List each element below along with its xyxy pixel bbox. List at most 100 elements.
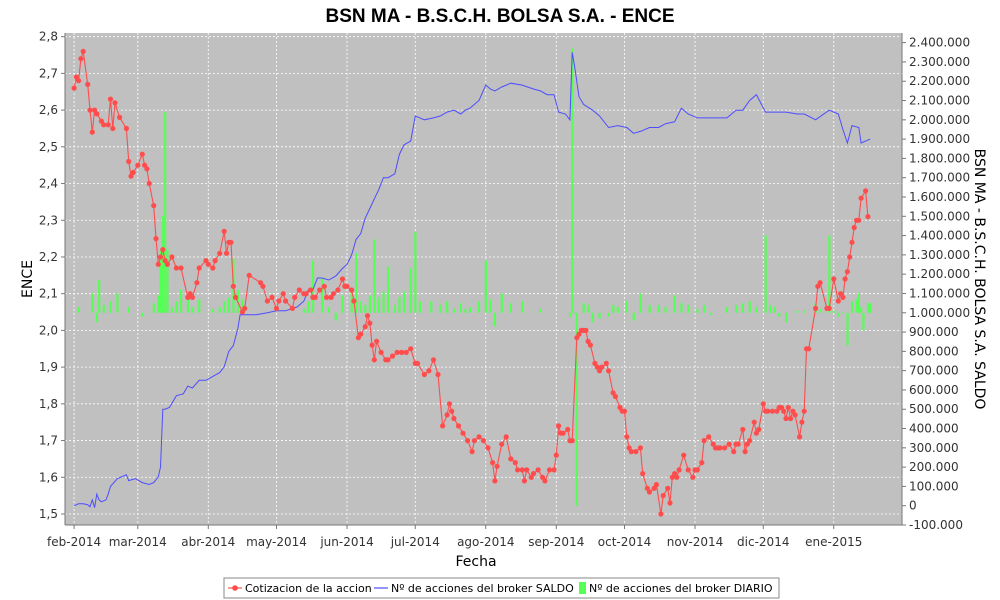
price-point <box>101 122 107 128</box>
y2-tick-label: 1.400.000 <box>909 229 970 243</box>
y2-tick-label: 2.100.000 <box>909 94 970 108</box>
diario-bar <box>386 266 390 313</box>
price-point <box>717 445 723 451</box>
price-point <box>840 294 846 300</box>
diario-bar <box>521 301 524 313</box>
diario-bar <box>568 312 572 317</box>
price-point <box>242 305 248 311</box>
price-point <box>726 441 732 447</box>
price-point <box>553 452 559 458</box>
price-point <box>123 125 129 132</box>
y2-tick-label: 1.800.000 <box>909 151 970 165</box>
price-point <box>694 467 700 473</box>
diario-bar <box>639 293 642 313</box>
x-tick-label: jul-2014 <box>390 535 440 549</box>
tick-labels: feb-2014 mar-2014 abr-2014 may-2014 jun-2014… <box>39 30 970 549</box>
price-point <box>264 298 270 304</box>
x-tick-label: may-2014 <box>246 535 307 549</box>
price-point <box>788 415 794 422</box>
diario-bar <box>223 301 226 313</box>
diario-bar <box>773 306 776 313</box>
price-point <box>330 291 336 297</box>
price-point <box>221 228 227 234</box>
y-tick-label: 2,2 <box>39 250 58 264</box>
axes <box>61 33 906 529</box>
price-point <box>665 485 671 491</box>
y2-tick-label: 2.000.000 <box>909 113 970 127</box>
price-point <box>587 342 594 348</box>
price-point <box>153 236 159 242</box>
price-point <box>273 305 280 311</box>
diario-bar <box>493 312 497 327</box>
diario-bar <box>832 310 835 313</box>
diario-bar <box>680 303 683 313</box>
price-point <box>799 419 805 425</box>
price-point <box>806 346 812 352</box>
diario-bar <box>819 308 822 313</box>
x-tick-label: mar-2014 <box>109 535 167 549</box>
price-point <box>542 478 548 484</box>
price-point <box>446 401 452 407</box>
y2-tick-label: 100.000 <box>909 479 959 493</box>
price-point <box>110 125 116 132</box>
price-point <box>849 239 855 245</box>
price-point <box>178 265 184 271</box>
price-point <box>374 338 380 344</box>
price-point <box>414 360 421 366</box>
diario-bar <box>657 305 660 313</box>
diario-bar <box>500 293 503 313</box>
price-point <box>403 349 409 355</box>
price-point <box>756 426 762 433</box>
price-point <box>146 180 152 187</box>
diario-bar <box>850 301 854 313</box>
price-point <box>485 445 491 451</box>
diario-bar <box>452 308 456 313</box>
price-point <box>85 81 91 87</box>
price-point <box>173 265 179 271</box>
y2-tick-label: 1.700.000 <box>909 171 970 185</box>
price-point <box>358 331 364 337</box>
price-point <box>444 412 450 418</box>
diario-bar <box>796 310 799 313</box>
price-point <box>440 423 446 429</box>
diario-bar <box>748 301 751 313</box>
price-point <box>349 287 355 293</box>
diario-bar <box>837 312 840 317</box>
diario-bar <box>302 308 306 313</box>
diario-bar <box>828 235 831 313</box>
price-point <box>792 412 798 418</box>
diario-bar <box>632 312 635 321</box>
diario-bar <box>98 279 101 313</box>
price-point <box>107 96 114 102</box>
y2-tick-label: 2.300.000 <box>909 55 970 69</box>
price-point <box>658 511 664 517</box>
diario-bar <box>227 297 230 313</box>
diario-bar <box>459 303 462 313</box>
diario-bar <box>477 301 481 313</box>
diario-bar <box>175 301 178 313</box>
x-tick-label: jun-2014 <box>319 535 373 549</box>
price-point <box>217 250 223 256</box>
diario-bar <box>855 299 858 313</box>
price-point <box>515 467 521 473</box>
diario-bar <box>846 312 849 346</box>
x-tick-label: abr-2014 <box>181 535 235 549</box>
diario-bar <box>311 260 315 313</box>
y2-tick-label: 700.000 <box>909 364 959 378</box>
price-point <box>228 239 234 245</box>
diario-bar <box>862 312 865 331</box>
price-point <box>519 467 525 473</box>
diario-bar <box>430 301 433 313</box>
price-point <box>364 313 371 319</box>
diario-bar <box>598 312 601 319</box>
price-point <box>169 254 175 260</box>
diario-bar <box>409 268 412 313</box>
diario-bar <box>109 301 112 313</box>
price-point <box>308 287 314 293</box>
diario-bar <box>673 295 676 313</box>
diario-bar <box>703 305 706 313</box>
diario-bar <box>198 299 201 313</box>
price-point <box>556 423 562 429</box>
price-point <box>89 129 95 135</box>
